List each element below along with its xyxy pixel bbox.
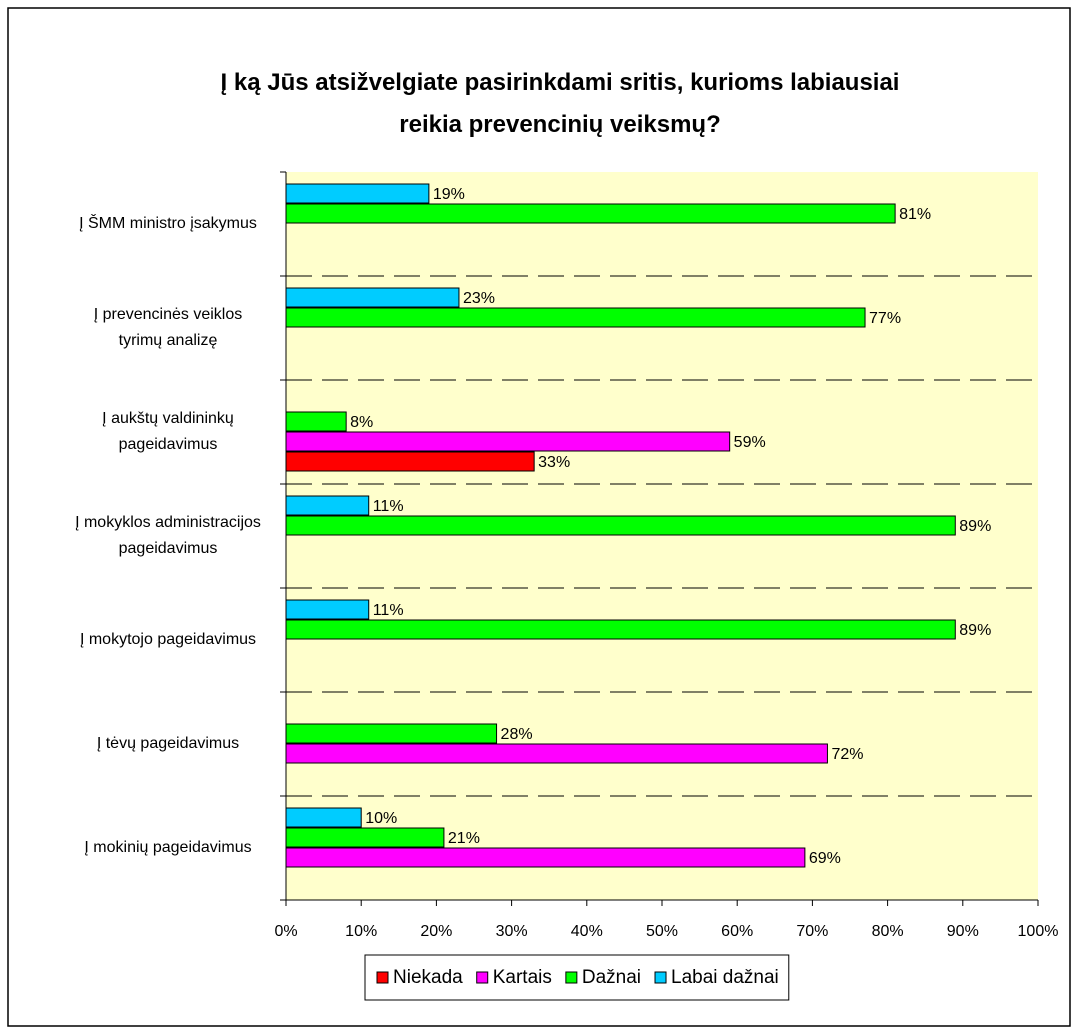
bar [285, 451, 535, 472]
x-tick-label: 60% [721, 923, 753, 940]
legend-swatch [654, 971, 667, 984]
data-label: 11% [373, 602, 404, 619]
data-label: 59% [734, 434, 766, 451]
data-label: 89% [959, 622, 991, 639]
x-tick-label: 0% [274, 923, 297, 940]
bar [285, 807, 362, 828]
x-tick-label: 50% [646, 923, 678, 940]
bar [285, 307, 866, 328]
y-tick-label: Į mokyklos administracijos pageidavimus [75, 514, 261, 557]
bar [285, 431, 731, 452]
data-label: 23% [463, 290, 495, 307]
bar [285, 743, 828, 764]
x-tick-label: 70% [796, 923, 828, 940]
legend-label: Kartais [493, 967, 552, 988]
legend-label: Dažnai [582, 967, 641, 988]
legend [364, 954, 790, 1001]
data-label: 81% [899, 206, 931, 223]
y-tick-label: Į tėvų pageidavimus [96, 735, 240, 752]
bar [285, 287, 460, 308]
bar [285, 515, 956, 536]
x-tick-label: 80% [872, 923, 904, 940]
data-label: 89% [959, 518, 991, 535]
data-label: 8% [350, 414, 373, 431]
legend-swatch [565, 971, 578, 984]
bar [285, 495, 370, 516]
data-label: 77% [869, 310, 901, 327]
x-tick-label: 40% [571, 923, 603, 940]
data-label: 69% [809, 850, 841, 867]
x-tick-label: 10% [345, 923, 377, 940]
y-tick-label: Į mokytojo pageidavimus [79, 631, 257, 648]
data-label: 11% [373, 498, 404, 515]
bar [285, 827, 445, 848]
bar [285, 619, 956, 640]
x-tick-label: 100% [1018, 923, 1059, 940]
y-tick-label: Į mokinių pageidavimus [84, 839, 252, 856]
bar [285, 723, 498, 744]
data-label: 21% [448, 830, 480, 847]
y-tick-label: Į aukštų valdininkų pageidavimus [102, 410, 234, 453]
data-label: 10% [365, 810, 397, 827]
legend-label: Niekada [393, 967, 463, 988]
bar [285, 847, 806, 868]
y-tick-label: Į prevencinės veiklos tyrimų analizę [93, 306, 243, 349]
bar [285, 203, 896, 224]
chart-title: Į ką Jūs atsižvelgiate pasirinkdami srit… [220, 69, 900, 138]
data-label: 28% [501, 726, 533, 743]
legend-label: Labai dažnai [671, 967, 779, 988]
x-tick-label: 90% [947, 923, 979, 940]
x-tick-label: 20% [420, 923, 452, 940]
legend-swatch [476, 971, 489, 984]
y-tick-label: Į ŠMM ministro įsakymus [79, 215, 257, 232]
bar [285, 183, 430, 204]
data-label: 33% [538, 454, 570, 471]
data-label: 72% [831, 746, 863, 763]
legend-swatch [376, 971, 389, 984]
bar [285, 599, 370, 620]
plot-area [286, 172, 1038, 900]
x-tick-label: 30% [496, 923, 528, 940]
data-label: 19% [433, 186, 465, 203]
